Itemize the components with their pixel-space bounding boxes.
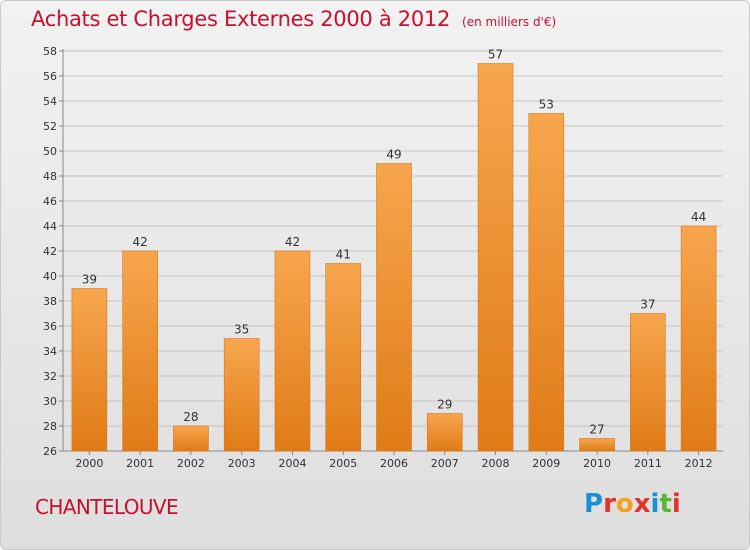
y-tick-label: 56 (43, 70, 57, 83)
bars (71, 63, 717, 452)
x-tick-label: 2012 (685, 457, 713, 470)
bar-value-label: 35 (234, 323, 249, 337)
chart-title-text: Achats et Charges Externes 2000 à 2012 (31, 7, 451, 31)
bar-value-label: 42 (285, 235, 300, 249)
x-tick-label: 2000 (75, 457, 103, 470)
bar-value-label: 41 (336, 248, 351, 262)
bar (426, 413, 463, 452)
bar (173, 425, 209, 452)
bar (122, 250, 158, 452)
y-tick-label: 34 (43, 345, 57, 358)
x-tick-labels: 2000 2001 2002 2003 2004 2005 2006 2007 2008 2009… (75, 451, 713, 470)
y-tick-label: 46 (43, 195, 57, 208)
x-tick-label: 2007 (431, 457, 459, 470)
logo-letter: i (671, 489, 681, 519)
x-tick-label: 2009 (532, 457, 560, 470)
y-tick-label: 38 (43, 295, 57, 308)
y-tick-label: 30 (43, 395, 57, 408)
chart-title: Achats et Charges Externes 2000 à 2012 (e… (31, 7, 556, 31)
y-tick-label: 50 (43, 145, 57, 158)
bar-value-label: 57 (488, 48, 503, 62)
bar (680, 225, 717, 452)
data-labels: 39 42 28 35 42 41 49 29 57 53 27 37 44 (82, 48, 707, 437)
bar-value-label: 27 (589, 423, 604, 437)
logo-letter: x (633, 489, 651, 519)
x-tick-label: 2004 (278, 457, 306, 470)
x-tick-label: 2010 (583, 457, 611, 470)
bar-value-label: 29 (437, 398, 452, 412)
bar-value-label: 37 (640, 298, 655, 312)
x-tick-label: 2003 (228, 457, 256, 470)
bar-value-label: 28 (183, 410, 198, 424)
y-tick-label: 36 (43, 320, 57, 333)
x-tick-label: 2008 (482, 457, 510, 470)
y-tick-label: 28 (43, 420, 57, 433)
bar-value-label: 39 (82, 273, 97, 287)
y-tick-label: 52 (43, 120, 57, 133)
y-tick-label: 44 (43, 220, 57, 233)
bar-value-label: 49 (386, 148, 401, 162)
logo-letter: P (584, 489, 604, 519)
chart-unit: (en milliers d'€) (462, 15, 557, 29)
bar (477, 63, 514, 452)
y-tick-label: 26 (43, 445, 57, 458)
bar (223, 338, 260, 452)
x-tick-label: 2006 (380, 457, 408, 470)
bar (274, 250, 311, 452)
proxiti-logo: Proxiti (584, 489, 681, 519)
commune-name: CHANTELOUVE (35, 495, 179, 519)
y-tick-labels: 26 28 30 32 34 36 38 40 42 44 46 48 50 52 54 56 58 (43, 45, 57, 458)
x-tick-label: 2011 (634, 457, 662, 470)
bar-value-label: 53 (539, 98, 554, 112)
bar (71, 288, 108, 452)
bar-value-label: 42 (133, 235, 148, 249)
bar (528, 113, 565, 452)
bar (579, 438, 615, 452)
y-tick-label: 58 (43, 45, 57, 58)
y-tick-label: 32 (43, 370, 57, 383)
x-tick-label: 2005 (329, 457, 357, 470)
x-tick-label: 2002 (177, 457, 205, 470)
logo-letter: r (603, 489, 616, 519)
logo-letter: o (615, 489, 634, 519)
logo-letter: t (659, 489, 672, 519)
x-tick-label: 2001 (126, 457, 154, 470)
bar-value-label: 44 (691, 210, 706, 224)
y-tick-label: 54 (43, 95, 57, 108)
bar (630, 313, 666, 452)
bar (325, 263, 362, 452)
bar (376, 163, 412, 452)
y-tick-label: 40 (43, 270, 57, 283)
logo-letter: i (650, 489, 660, 519)
y-tick-label: 48 (43, 170, 57, 183)
y-tick-label: 42 (43, 245, 57, 258)
